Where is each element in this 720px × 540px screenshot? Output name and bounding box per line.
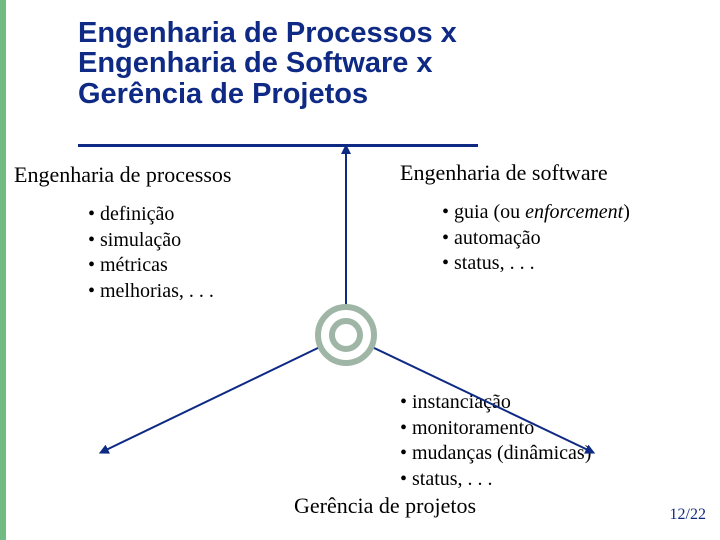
slide: Engenharia de Processos x Engenharia de … (0, 0, 720, 540)
list-item: • métricas (88, 253, 214, 279)
bullets-projetos: • instanciação• monitoramento• mudanças … (400, 390, 591, 492)
title-line-1: Engenharia de Processos x (78, 18, 698, 48)
heading-software: Engenharia de software (400, 160, 608, 186)
list-item: • mudanças (dinâmicas) (400, 441, 591, 467)
list-item: • status, . . . (442, 251, 630, 277)
list-item: • automação (442, 226, 630, 252)
list-item: • melhorias, . . . (88, 279, 214, 305)
title-underline (78, 144, 478, 147)
accent-bar (0, 0, 6, 540)
bullets-processos: • definição• simulação• métricas• melhor… (88, 202, 214, 304)
page-number: 12/22 (670, 506, 706, 524)
title-line-2: Engenharia de Software x (78, 48, 698, 78)
slide-title: Engenharia de Processos x Engenharia de … (78, 18, 698, 109)
list-item: • instanciação (400, 390, 591, 416)
heading-projetos: Gerência de projetos (294, 493, 476, 519)
bullets-software: • guia (ou enforcement)• automação• stat… (442, 200, 630, 277)
list-item: • status, . . . (400, 467, 591, 493)
title-line-3: Gerência de Projetos (78, 79, 698, 109)
heading-processos: Engenharia de processos (14, 162, 231, 188)
list-item: • monitoramento (400, 416, 591, 442)
list-item: • simulação (88, 228, 214, 254)
list-item: • guia (ou enforcement) (442, 200, 630, 226)
diagram-hub (318, 307, 374, 363)
list-item: • definição (88, 202, 214, 228)
